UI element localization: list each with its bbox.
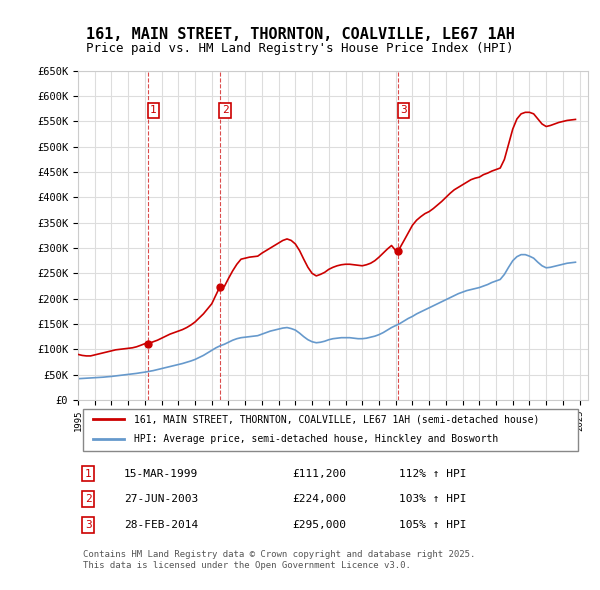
Text: 1: 1 — [150, 105, 157, 115]
Text: 1: 1 — [85, 468, 92, 478]
Text: 2: 2 — [85, 494, 92, 504]
Text: £295,000: £295,000 — [292, 520, 346, 530]
Text: £111,200: £111,200 — [292, 468, 346, 478]
Text: £224,000: £224,000 — [292, 494, 346, 504]
Text: 28-FEB-2014: 28-FEB-2014 — [124, 520, 198, 530]
Text: HPI: Average price, semi-detached house, Hinckley and Bosworth: HPI: Average price, semi-detached house,… — [134, 434, 499, 444]
Text: 103% ↑ HPI: 103% ↑ HPI — [400, 494, 467, 504]
Text: 15-MAR-1999: 15-MAR-1999 — [124, 468, 198, 478]
Text: 161, MAIN STREET, THORNTON, COALVILLE, LE67 1AH: 161, MAIN STREET, THORNTON, COALVILLE, L… — [86, 27, 514, 41]
Text: Contains HM Land Registry data © Crown copyright and database right 2025.
This d: Contains HM Land Registry data © Crown c… — [83, 550, 475, 569]
Text: 2: 2 — [221, 105, 229, 115]
Text: 27-JUN-2003: 27-JUN-2003 — [124, 494, 198, 504]
Text: Price paid vs. HM Land Registry's House Price Index (HPI): Price paid vs. HM Land Registry's House … — [86, 42, 514, 55]
Text: 3: 3 — [85, 520, 92, 530]
Text: 161, MAIN STREET, THORNTON, COALVILLE, LE67 1AH (semi-detached house): 161, MAIN STREET, THORNTON, COALVILLE, L… — [134, 414, 539, 424]
Text: 3: 3 — [400, 105, 407, 115]
Text: 105% ↑ HPI: 105% ↑ HPI — [400, 520, 467, 530]
Text: 112% ↑ HPI: 112% ↑ HPI — [400, 468, 467, 478]
FancyBboxPatch shape — [83, 409, 578, 451]
